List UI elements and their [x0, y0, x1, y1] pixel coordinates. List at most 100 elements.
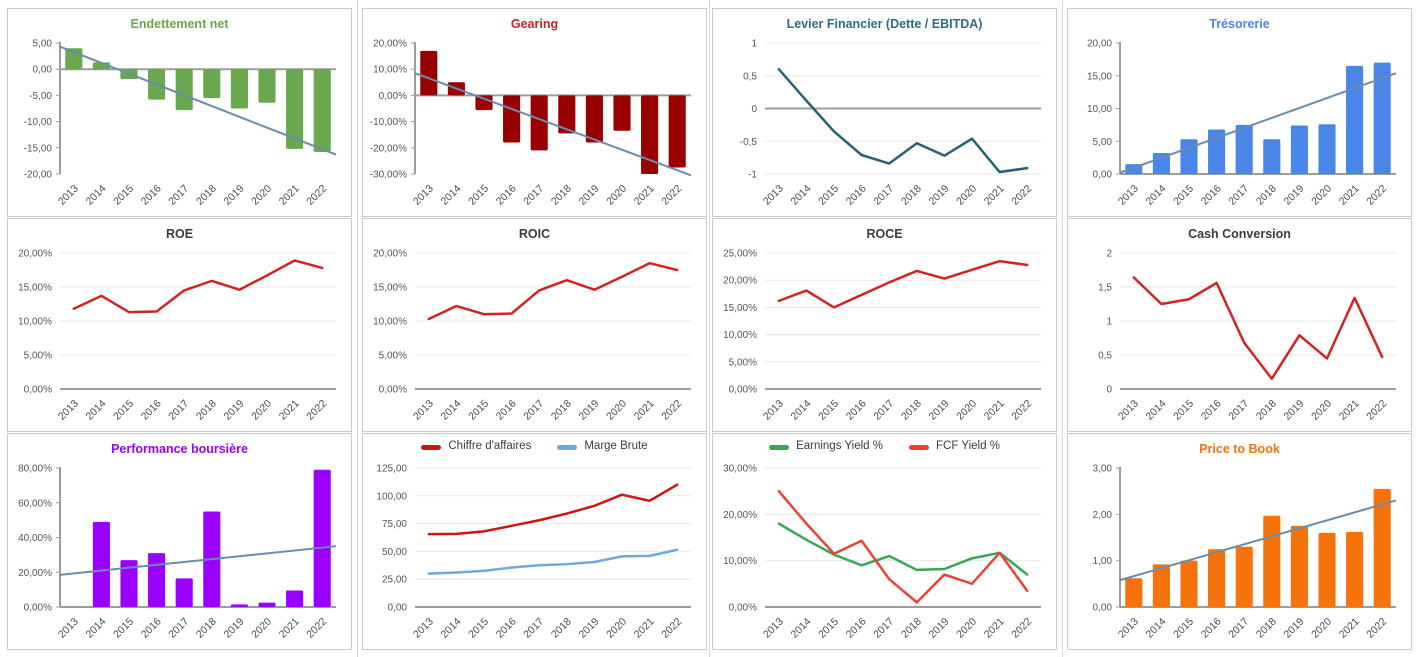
svg-text:2021: 2021	[982, 398, 1007, 423]
svg-text:2016: 2016	[494, 398, 519, 423]
svg-text:20,00%: 20,00%	[18, 568, 52, 579]
svg-text:2014: 2014	[1144, 616, 1169, 641]
svg-text:15,00%: 15,00%	[373, 283, 407, 294]
svg-text:2016: 2016	[844, 183, 869, 208]
svg-text:2013: 2013	[411, 398, 436, 423]
legend-item: Marge Brute	[557, 441, 648, 453]
svg-text:2018: 2018	[194, 616, 219, 641]
svg-text:2013: 2013	[56, 183, 81, 208]
chart-panel-levier-financier[interactable]: Levier Financier (Dette / EBITDA) 1 0,5 0 -…	[712, 8, 1057, 217]
chart-panel-roic[interactable]: ROIC 20,00% 15,00% 10,00% 5,00% 0,00% 2013 201…	[362, 218, 707, 432]
svg-text:2018: 2018	[899, 398, 924, 423]
svg-text:0,00: 0,00	[1093, 170, 1113, 181]
legend-swatch-fcf-yield	[909, 444, 930, 450]
svg-text:2017: 2017	[1226, 616, 1251, 641]
svg-text:2022: 2022	[1009, 183, 1034, 208]
svg-text:0,00: 0,00	[388, 603, 408, 614]
svg-text:10,00%: 10,00%	[373, 65, 407, 76]
svg-text:2013: 2013	[1116, 398, 1141, 423]
chart-title-roce: ROCE	[866, 227, 903, 241]
svg-text:2019: 2019	[1282, 616, 1307, 641]
chart-plot-roic: 20,00% 15,00% 10,00% 5,00% 0,00% 2013 2014 2015…	[373, 249, 691, 423]
chart-title-roe: ROE	[165, 227, 194, 241]
column-separator	[1062, 0, 1063, 657]
svg-text:2017: 2017	[871, 183, 896, 208]
svg-text:20,00%: 20,00%	[373, 39, 407, 50]
svg-text:2019: 2019	[577, 183, 602, 208]
chart-legend-yields: Earnings Yield % FCF Yield %	[713, 434, 1056, 460]
svg-text:2014: 2014	[1144, 183, 1169, 208]
svg-text:2014: 2014	[439, 398, 464, 423]
svg-text:2013: 2013	[761, 398, 786, 423]
chart-panel-tresorerie[interactable]: Trésorerie 20,00 15,00 10,00 5,00 0,00 2013 20…	[1067, 8, 1412, 217]
chart-title-tresorerie: Trésorerie	[1209, 17, 1270, 31]
svg-text:2020: 2020	[954, 398, 979, 423]
svg-text:2020: 2020	[1309, 183, 1334, 208]
chart-plot-gearing: 20,00% 10,00% 0,00% -10,00% -20,00% -30,00% 20…	[370, 39, 692, 208]
svg-text:2020: 2020	[954, 183, 979, 208]
chart-panel-price-to-book[interactable]: Price to Book 3,00 2,00 1,00 0,00 2013 2014 20…	[1067, 433, 1412, 650]
svg-text:2021: 2021	[982, 183, 1007, 208]
chart-title-roic: ROIC	[518, 227, 551, 241]
chart-panel-performance-boursiere[interactable]: Performance boursière 80,00% 60,00% 40,00%…	[7, 433, 352, 650]
svg-text:2013: 2013	[1116, 616, 1141, 641]
svg-text:2013: 2013	[56, 616, 81, 641]
svg-text:-0,5: -0,5	[740, 137, 758, 148]
chart-panel-yields[interactable]: Earnings Yield % FCF Yield % 30,00% 20,00…	[712, 433, 1057, 650]
chart-panel-ca-marge-brute[interactable]: Chiffre d'affaires Marge Brute 125,00 100…	[362, 433, 707, 650]
svg-text:2022: 2022	[304, 183, 329, 208]
svg-text:2016: 2016	[494, 616, 519, 641]
svg-text:2019: 2019	[1282, 183, 1307, 208]
svg-text:75,00: 75,00	[382, 519, 407, 530]
chart-title-cash-conversion: Cash Conversion	[1188, 227, 1291, 241]
svg-text:2017: 2017	[871, 398, 896, 423]
svg-text:2020: 2020	[604, 398, 629, 423]
chart-panel-gearing[interactable]: Gearing 20,00% 10,00% 0,00% -10,00% -20,00% -…	[362, 8, 707, 217]
svg-text:-10,00: -10,00	[24, 117, 53, 128]
svg-text:2013: 2013	[56, 398, 81, 423]
svg-text:2022: 2022	[304, 398, 329, 423]
svg-text:3,00: 3,00	[1093, 464, 1113, 475]
svg-text:2021: 2021	[1337, 616, 1362, 641]
svg-text:2018: 2018	[549, 616, 574, 641]
svg-text:2015: 2015	[1171, 398, 1196, 423]
svg-text:10,00%: 10,00%	[373, 317, 407, 328]
legend-label-fcf-yield: FCF Yield %	[936, 440, 1000, 453]
svg-text:2019: 2019	[577, 616, 602, 641]
svg-text:2019: 2019	[222, 616, 247, 641]
svg-text:2019: 2019	[222, 183, 247, 208]
svg-text:2019: 2019	[222, 398, 247, 423]
svg-text:2017: 2017	[1226, 183, 1251, 208]
svg-text:2016: 2016	[1199, 616, 1224, 641]
svg-text:2022: 2022	[1364, 616, 1389, 641]
svg-text:2021: 2021	[632, 183, 657, 208]
svg-text:20,00%: 20,00%	[18, 249, 52, 260]
svg-text:-30,00%: -30,00%	[370, 170, 407, 181]
svg-text:2018: 2018	[899, 616, 924, 641]
chart-legend-ca-marge-brute: Chiffre d'affaires Marge Brute	[363, 434, 706, 460]
svg-text:2022: 2022	[659, 616, 684, 641]
svg-text:2013: 2013	[761, 616, 786, 641]
svg-text:2015: 2015	[816, 398, 841, 423]
svg-text:2020: 2020	[249, 398, 274, 423]
svg-text:15,00%: 15,00%	[18, 283, 52, 294]
svg-text:2020: 2020	[249, 616, 274, 641]
svg-text:2021: 2021	[277, 616, 302, 641]
chart-panel-endettement-net[interactable]: Endettement net 5,00 0,00 -5,00 -10,00 -15,0…	[7, 8, 352, 217]
svg-text:0,00%: 0,00%	[729, 603, 757, 614]
chart-panel-roce[interactable]: ROCE 25,00% 20,00% 15,00% 10,00% 5,00% 0,00% 2…	[712, 218, 1057, 432]
svg-text:2020: 2020	[604, 616, 629, 641]
svg-text:2021: 2021	[1337, 183, 1362, 208]
svg-text:2013: 2013	[761, 183, 786, 208]
svg-text:2014: 2014	[439, 183, 464, 208]
legend-swatch-marge-brute	[557, 444, 578, 450]
svg-text:2022: 2022	[1009, 398, 1034, 423]
svg-text:2014: 2014	[84, 616, 109, 641]
svg-text:2017: 2017	[521, 183, 546, 208]
chart-panel-cash-conversion[interactable]: Cash Conversion 2 1,5 1 0,5 0 2013 2014 2015 201…	[1067, 218, 1412, 432]
svg-text:2015: 2015	[816, 183, 841, 208]
svg-text:2015: 2015	[111, 398, 136, 423]
chart-panel-roe[interactable]: ROE 20,00% 15,00% 10,00% 5,00% 0,00% 2013 2014…	[7, 218, 352, 432]
